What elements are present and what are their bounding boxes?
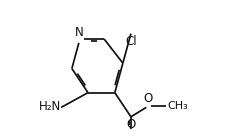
Text: N: N [75, 26, 84, 39]
Text: H₂N: H₂N [39, 100, 61, 113]
Text: CH₃: CH₃ [167, 101, 188, 111]
Text: O: O [144, 92, 153, 105]
Text: O: O [126, 118, 136, 131]
Text: Cl: Cl [126, 35, 137, 48]
